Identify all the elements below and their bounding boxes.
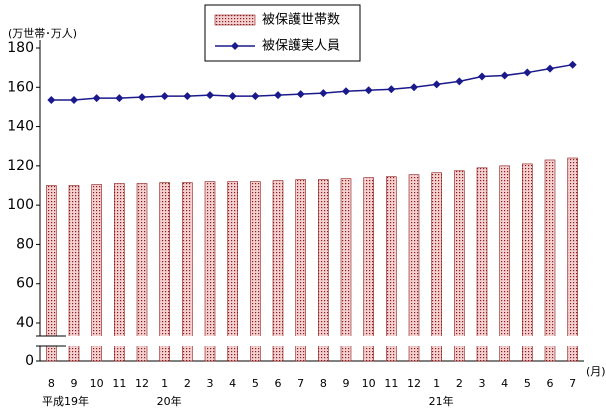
bar [363,177,374,362]
bar [499,165,510,362]
marker [478,72,486,81]
x-tick-label: 11 [384,377,398,390]
marker [47,96,56,105]
bar [227,181,238,362]
y-tick-label: 0 [25,353,34,369]
marker [568,60,577,69]
bar [544,159,556,362]
line [51,63,573,101]
x-tick-label: 5 [252,377,259,390]
y-tick-label: 40 [16,315,34,331]
x-tick-label: 4 [501,377,508,390]
legend-box [204,4,361,62]
year-label: 平成19年 [42,394,89,408]
y-tick-label: 160 [7,79,34,95]
x-tick-label: 6 [547,377,554,390]
bar [136,183,148,362]
x-tick-label: 5 [524,377,531,390]
bar [68,185,80,362]
year-label: 20年 [157,394,182,408]
marker [432,80,441,89]
x-tick-label: 1 [161,377,168,390]
y-tick-label: 120 [7,158,34,174]
x-tick-label: 2 [456,377,463,390]
marker [455,77,464,86]
year-label: 21年 [429,394,454,408]
marker [274,91,282,100]
x-tick-label: 12 [135,377,149,390]
x-tick-label: 6 [275,377,282,390]
legend-marker [231,42,239,50]
y-tick-label: 100 [7,197,34,213]
bar [567,157,578,362]
x-tick-label: 10 [362,377,376,390]
marker [319,89,328,98]
x-tick-label: 9 [343,377,350,390]
x-tick-label: 10 [90,377,104,390]
bar [340,178,352,362]
marker [70,96,78,105]
marker [251,92,260,101]
marker [523,68,532,77]
axis-break [30,336,584,346]
marker [228,92,237,101]
x-tick-label: 8 [48,377,55,390]
x-tick-label: 11 [112,377,126,390]
bar [318,179,329,362]
marker [206,91,214,100]
y-tick-label: 180 [7,40,34,56]
x-tick-label: 8 [320,377,327,390]
bar [522,163,533,362]
y-tick-label: 140 [7,119,34,135]
bar [204,181,216,362]
marker [342,87,350,96]
y-tick-label: 80 [16,236,34,252]
marker [138,93,146,102]
bar [295,179,306,362]
bar [386,176,397,362]
x-tick-label: 7 [297,377,304,390]
marker [183,92,192,101]
x-tick-label: 12 [407,377,421,390]
bar [272,180,284,362]
bar [408,174,420,362]
x-tick-label: 9 [71,377,78,390]
x-tick-label: 3 [479,377,486,390]
x-tick-label: 4 [229,377,236,390]
marker [115,94,124,103]
legend-label: 被保護実人員 [262,38,340,54]
bar [454,170,465,362]
marker [92,94,101,103]
marker [500,71,509,80]
bar [91,184,102,362]
x-tick-label: 7 [569,377,576,390]
legend-label: 被保護世帯数 [262,12,340,28]
marker [160,92,169,101]
bar [182,182,193,362]
y-axis-label: (万世帯･万人) [8,27,77,40]
x-axis-label: (月) [586,365,606,378]
marker [387,85,396,94]
legend-swatch [214,14,256,26]
bar [46,185,57,362]
x-tick-label: 2 [184,377,191,390]
marker [296,90,305,99]
bar [159,182,170,362]
x-tick-label: 3 [207,377,214,390]
marker [546,64,554,73]
bar [250,181,261,362]
marker [410,83,418,92]
marker [364,86,373,95]
y-tick-label: 60 [16,276,34,292]
bar [431,172,442,362]
bar [114,183,125,362]
x-tick-label: 1 [433,377,440,390]
bar [476,167,488,362]
